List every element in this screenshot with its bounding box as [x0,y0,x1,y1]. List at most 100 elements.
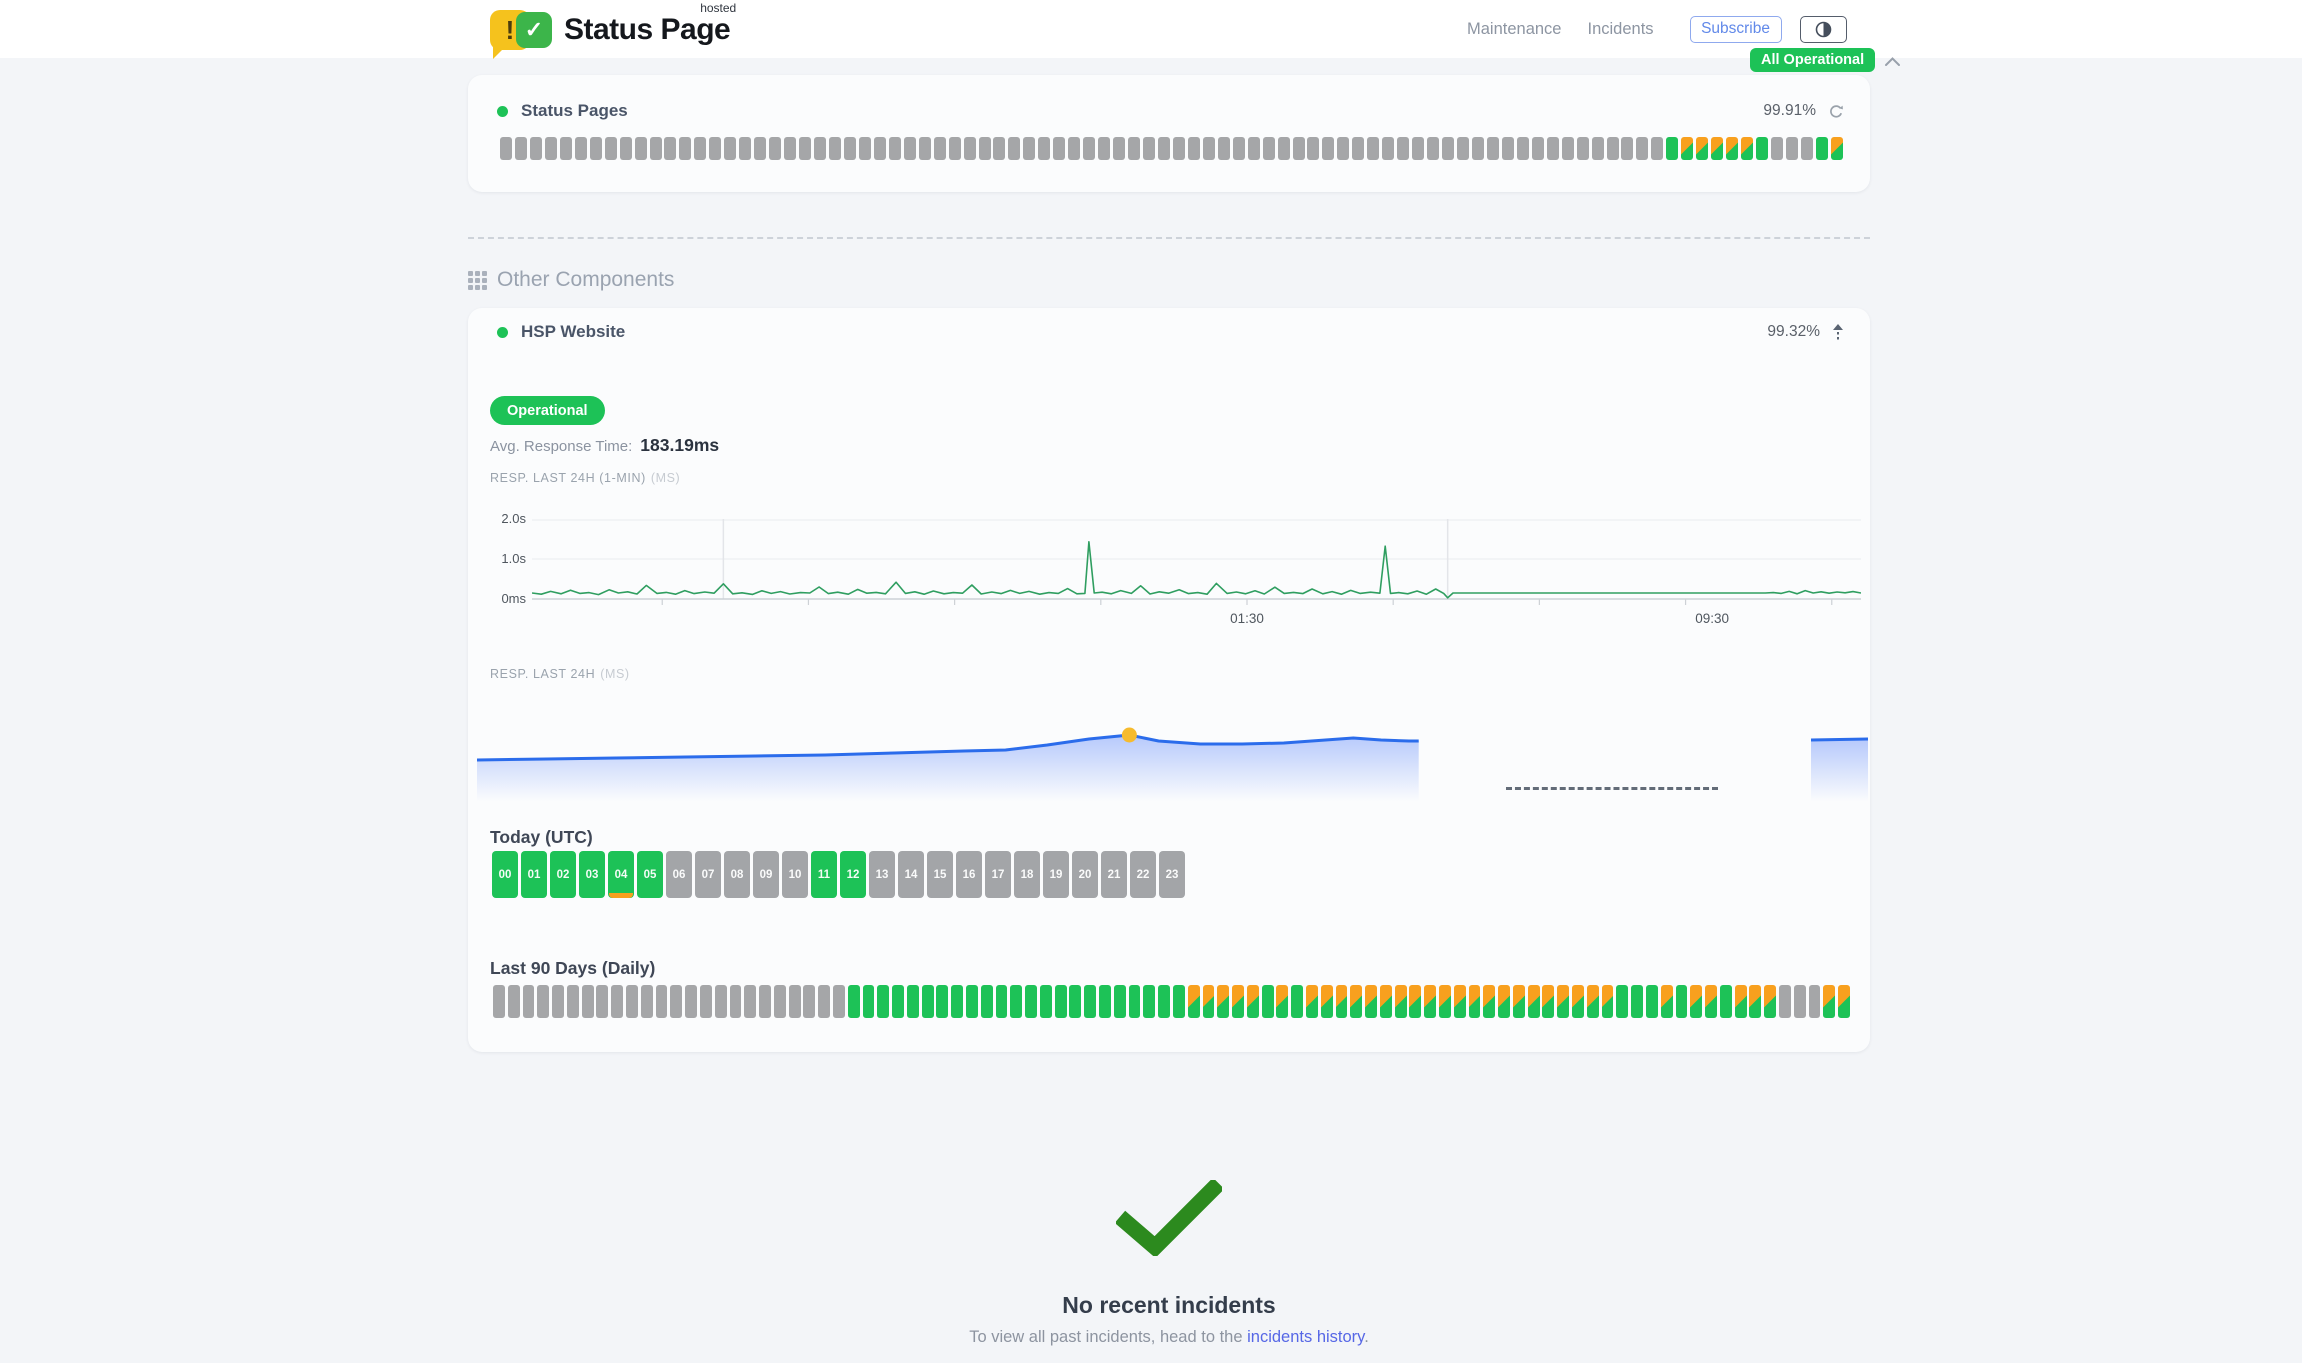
uptime-square [670,985,683,1018]
uptime-square [1830,137,1843,160]
nav-incidents[interactable]: Incidents [1587,19,1654,38]
uptime-square [1516,137,1529,160]
chevron-up-icon[interactable] [1884,56,1901,67]
hour-block-03: 03 [579,851,605,898]
uptime-square [1246,985,1259,1018]
uptime-square [1576,137,1589,160]
uptime-square [788,985,801,1018]
uptime-square [918,137,931,160]
uptime-square [655,985,668,1018]
uptime-square [1764,985,1777,1018]
hour-block-16: 16 [956,851,982,898]
uptime-square [537,985,550,1018]
uptime-square [1793,985,1806,1018]
hour-block-01: 01 [521,851,547,898]
uptime-square [634,137,647,160]
hour-block-02: 02 [550,851,576,898]
hour-block-17: 17 [985,851,1011,898]
uptime-square [529,137,542,160]
response-time-area-chart [476,700,1869,815]
uptime-square [1442,137,1455,160]
uptime-square [626,985,638,1018]
uptime-square [933,137,946,160]
uptime-square [818,985,831,1018]
uptime-square [1158,985,1171,1018]
refresh-icon[interactable] [1828,104,1844,119]
uptime-square [873,137,886,160]
hour-block-09: 09 [753,851,779,898]
uptime-square [1322,137,1335,160]
uptime-square [1734,985,1747,1018]
chart1-title-text: RESP. LAST 24H (1-MIN) [490,471,646,485]
uptime-square [1636,137,1649,160]
uptime-square [759,985,771,1018]
uptime-square [773,985,786,1018]
incidents-history-link[interactable]: incidents history [1247,1328,1365,1346]
overall-status: All Operational [1750,48,1901,72]
status-pages-row: Status Pages 99.91% [497,99,1844,123]
uptime-square [679,137,692,160]
uptime-square [1561,137,1574,160]
overall-status-badge[interactable]: All Operational [1750,48,1876,72]
uptime-square [754,137,767,160]
today-hour-blocks: 00 01 02 03 04 05 06 07 08 09 10 11 12 13 14 15 16 17 18 19… [492,851,1185,898]
uptime-square [1291,985,1304,1018]
uptime-square [1453,985,1466,1018]
chart2-unit: (MS) [600,667,630,681]
uptime-square [1838,985,1850,1018]
uptime-square [978,137,991,160]
hour-block-05: 05 [637,851,663,898]
uptime-square [1023,137,1036,160]
uptime-square [769,137,782,160]
uptime-square [1557,985,1570,1018]
uptime-square [1785,137,1798,160]
uptime-square [724,137,737,160]
uptime-square [1172,137,1185,160]
theme-toggle-button[interactable] [1799,15,1847,43]
uptime-square [699,985,712,1018]
scroll-top-icon[interactable] [1832,323,1844,341]
uptime-square [1660,985,1673,1018]
uptime-square [581,985,594,1018]
uptime-square [963,137,976,160]
uptime-square [892,985,904,1018]
uptime-square [1815,137,1828,160]
subscribe-button[interactable]: Subscribe [1689,15,1782,43]
uptime-square [500,137,512,160]
uptime-square [1749,985,1762,1018]
chart1-title: RESP. LAST 24H (1-MIN) (MS) [490,471,680,485]
no-incidents-title: No recent incidents [1062,1292,1276,1318]
uptime-square [1621,137,1634,160]
uptime-square [1498,985,1511,1018]
uptime-square [862,985,875,1018]
uptime-square [649,137,662,160]
uptime-square [1586,985,1599,1018]
uptime-square [694,137,707,160]
uptime-square [1601,985,1614,1018]
uptime-square [1427,137,1440,160]
uptime-square [1142,137,1155,160]
uptime-square [1098,137,1111,160]
uptime-square [1276,985,1289,1018]
uptime-square [814,137,827,160]
uptime-square [1305,985,1318,1018]
nav-maintenance[interactable]: Maintenance [1467,19,1562,38]
uptime-square [1039,985,1052,1018]
uptime-square [1084,985,1097,1018]
hour-block-23: 23 [1159,851,1185,898]
uptime-square [1412,137,1425,160]
api-card: Status Pages 99.91% [468,75,1870,192]
uptime-square [1262,137,1275,160]
uptime-square [1471,137,1484,160]
uptime-square [906,985,919,1018]
uptime-square [1631,985,1644,1018]
today-title: Today (UTC) [490,827,593,847]
avg-response-value: 183.19ms [640,435,720,455]
component-name: HSP Website [521,322,626,341]
uptime-square [1187,985,1200,1018]
chart2-title-text: RESP. LAST 24H [490,667,596,681]
uptime-square [1486,137,1499,160]
uptime-square [522,985,535,1018]
main-nav: Maintenance Incidents Subscribe [1467,0,1847,58]
uptime-square [1365,985,1377,1018]
